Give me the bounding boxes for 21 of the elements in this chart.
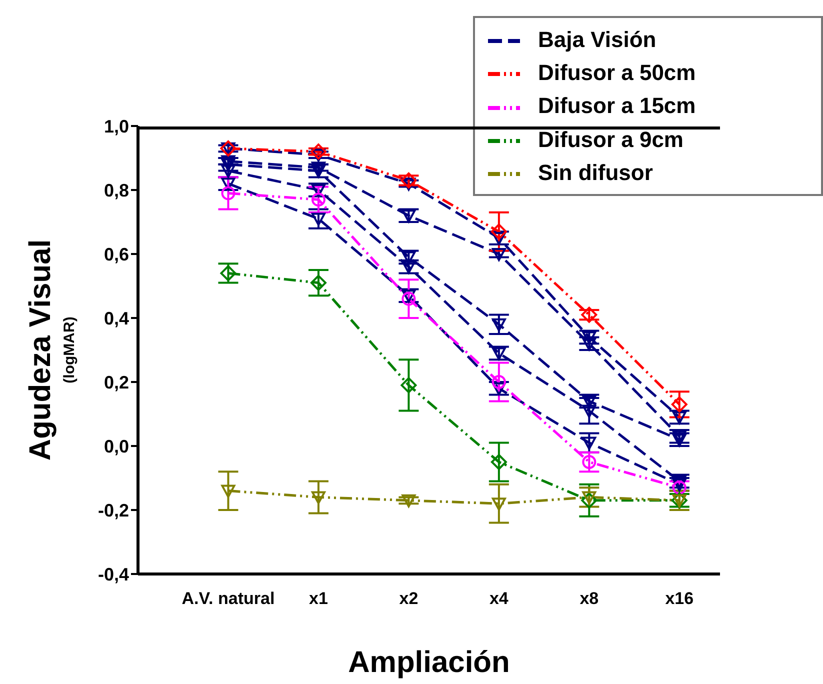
x-axis-title: Ampliación xyxy=(348,646,510,679)
legend-label: Difusor a 15cm xyxy=(538,92,697,120)
legend-label: Difusor a 9cm xyxy=(538,126,684,154)
y-tick-label: 0,0 xyxy=(104,436,129,456)
y-tick-label: 0,4 xyxy=(104,308,129,328)
x-tick-label: A.V. natural xyxy=(182,589,275,608)
x-tick-label: x2 xyxy=(399,589,418,608)
y-tick-label: -0,4 xyxy=(98,564,129,584)
x-tick-label: x8 xyxy=(580,589,599,608)
y-tick-label: 0,6 xyxy=(104,244,129,264)
x-tick-label: x1 xyxy=(309,589,328,608)
legend-label: Baja Visión xyxy=(538,26,658,54)
y-axis-title: Agudeza Visual (logMAR) xyxy=(24,239,78,461)
y-tick-label: 0,2 xyxy=(104,372,129,392)
y-tick-label: 0,8 xyxy=(104,180,129,200)
x-tick-label: x4 xyxy=(489,589,509,608)
y-tick-label: -0,2 xyxy=(98,500,129,520)
x-tick-label: x16 xyxy=(665,589,694,608)
legend-label: Difusor a 50cm xyxy=(538,59,697,88)
y-tick-label: 1,0 xyxy=(104,116,129,136)
legend-label: Sin difusor xyxy=(538,158,654,187)
